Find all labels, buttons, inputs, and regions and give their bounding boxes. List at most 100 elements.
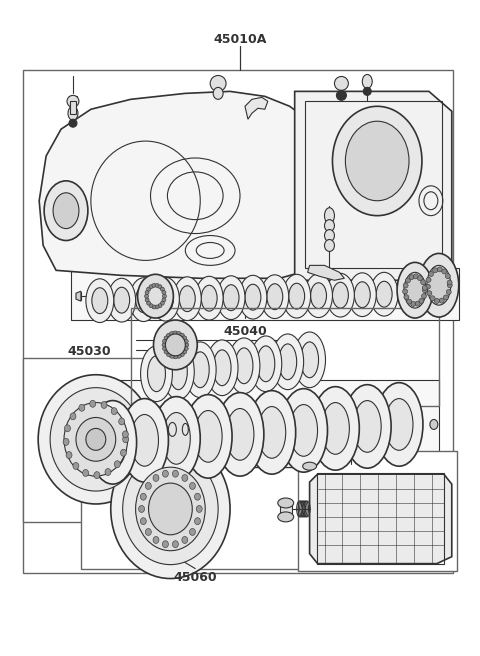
Ellipse shape xyxy=(267,284,283,310)
Ellipse shape xyxy=(216,393,264,476)
Ellipse shape xyxy=(145,298,149,302)
Ellipse shape xyxy=(223,285,239,310)
Ellipse shape xyxy=(120,449,126,456)
Ellipse shape xyxy=(278,498,294,508)
Ellipse shape xyxy=(217,276,245,319)
Ellipse shape xyxy=(420,279,426,285)
Ellipse shape xyxy=(67,95,79,108)
Ellipse shape xyxy=(173,331,178,335)
Ellipse shape xyxy=(169,354,187,390)
Ellipse shape xyxy=(162,291,166,295)
Ellipse shape xyxy=(335,77,348,91)
Ellipse shape xyxy=(294,332,325,388)
Ellipse shape xyxy=(76,417,116,461)
Ellipse shape xyxy=(155,283,159,287)
Bar xyxy=(298,451,457,571)
Ellipse shape xyxy=(385,399,413,450)
Polygon shape xyxy=(308,266,344,280)
Ellipse shape xyxy=(406,278,410,283)
Ellipse shape xyxy=(430,296,435,300)
Ellipse shape xyxy=(213,87,223,99)
Ellipse shape xyxy=(123,436,129,443)
Ellipse shape xyxy=(99,417,127,468)
Ellipse shape xyxy=(86,428,106,450)
Ellipse shape xyxy=(145,291,149,295)
Ellipse shape xyxy=(426,277,431,282)
Ellipse shape xyxy=(376,281,392,307)
Ellipse shape xyxy=(194,411,222,462)
Ellipse shape xyxy=(108,278,136,322)
Ellipse shape xyxy=(425,284,431,289)
Ellipse shape xyxy=(370,272,398,316)
Ellipse shape xyxy=(258,407,286,459)
Ellipse shape xyxy=(114,287,130,313)
Ellipse shape xyxy=(153,474,159,482)
Ellipse shape xyxy=(162,343,167,347)
Ellipse shape xyxy=(279,344,297,380)
Ellipse shape xyxy=(153,537,159,543)
Ellipse shape xyxy=(250,336,282,392)
Ellipse shape xyxy=(130,277,157,321)
Ellipse shape xyxy=(210,75,226,91)
Ellipse shape xyxy=(447,283,452,288)
Ellipse shape xyxy=(422,285,427,291)
Ellipse shape xyxy=(397,262,433,318)
Ellipse shape xyxy=(64,425,71,432)
Ellipse shape xyxy=(68,106,78,120)
Ellipse shape xyxy=(305,274,333,318)
Ellipse shape xyxy=(163,346,168,350)
Ellipse shape xyxy=(111,407,117,415)
Ellipse shape xyxy=(90,400,96,407)
Ellipse shape xyxy=(427,291,432,296)
Ellipse shape xyxy=(149,304,153,308)
Ellipse shape xyxy=(404,295,409,300)
Polygon shape xyxy=(310,474,452,564)
Ellipse shape xyxy=(166,334,185,356)
Ellipse shape xyxy=(326,274,354,317)
Ellipse shape xyxy=(83,470,89,476)
Ellipse shape xyxy=(123,453,218,565)
Ellipse shape xyxy=(176,354,181,358)
Ellipse shape xyxy=(413,274,419,279)
Polygon shape xyxy=(76,380,439,467)
Ellipse shape xyxy=(228,338,260,394)
Ellipse shape xyxy=(176,331,181,335)
Ellipse shape xyxy=(119,418,125,425)
Ellipse shape xyxy=(324,230,335,241)
Ellipse shape xyxy=(152,277,180,321)
Ellipse shape xyxy=(160,287,164,291)
Ellipse shape xyxy=(164,336,169,340)
Ellipse shape xyxy=(180,352,184,357)
Ellipse shape xyxy=(158,304,162,308)
Ellipse shape xyxy=(155,305,159,309)
Ellipse shape xyxy=(158,285,162,289)
Ellipse shape xyxy=(73,462,79,470)
Ellipse shape xyxy=(196,506,202,512)
Ellipse shape xyxy=(261,275,288,319)
Ellipse shape xyxy=(167,352,171,357)
Ellipse shape xyxy=(445,274,450,279)
Ellipse shape xyxy=(434,298,439,304)
Ellipse shape xyxy=(183,346,188,350)
Ellipse shape xyxy=(194,518,201,525)
Ellipse shape xyxy=(140,493,146,500)
Bar xyxy=(81,467,305,569)
Bar xyxy=(23,358,212,522)
Ellipse shape xyxy=(86,279,114,323)
Ellipse shape xyxy=(403,283,408,288)
Ellipse shape xyxy=(201,285,217,311)
Ellipse shape xyxy=(311,283,326,308)
Ellipse shape xyxy=(444,295,448,300)
Ellipse shape xyxy=(324,220,335,232)
Ellipse shape xyxy=(324,239,335,251)
Ellipse shape xyxy=(418,276,422,281)
Polygon shape xyxy=(245,97,268,119)
Ellipse shape xyxy=(147,287,151,291)
Ellipse shape xyxy=(144,294,148,298)
Ellipse shape xyxy=(439,298,444,303)
Ellipse shape xyxy=(149,285,153,289)
Ellipse shape xyxy=(147,301,151,305)
Ellipse shape xyxy=(173,277,201,321)
Ellipse shape xyxy=(302,462,316,470)
Ellipse shape xyxy=(192,352,209,388)
